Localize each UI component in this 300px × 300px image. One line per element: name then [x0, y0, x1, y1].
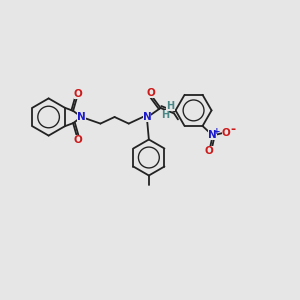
- Text: H: H: [161, 110, 169, 120]
- Text: N: N: [77, 112, 86, 122]
- Text: O: O: [74, 135, 82, 145]
- Text: +: +: [213, 127, 221, 136]
- Text: O: O: [205, 146, 214, 157]
- Text: O: O: [74, 89, 82, 99]
- Text: O: O: [222, 128, 231, 138]
- Text: O: O: [147, 88, 155, 98]
- Text: N: N: [143, 112, 152, 122]
- Text: H: H: [167, 101, 175, 111]
- Text: -: -: [230, 123, 235, 136]
- Text: N: N: [208, 130, 217, 140]
